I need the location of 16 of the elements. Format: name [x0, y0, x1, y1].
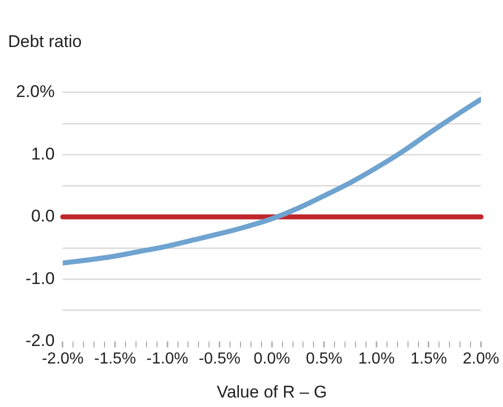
y-tick-label: -1.0: [25, 268, 55, 288]
x-tick-label: 1.5%: [410, 350, 447, 368]
x-axis-title: Value of R – G: [216, 382, 327, 402]
x-tick-label: -0.5%: [198, 350, 240, 368]
x-tick-label: -1.5%: [94, 350, 136, 368]
y-axis-title: Debt ratio: [8, 32, 82, 51]
y-tick-label: 2.0%: [16, 82, 55, 102]
x-tick-label: 0.5%: [306, 350, 342, 368]
x-tick-label: 2.0%: [462, 350, 500, 368]
y-tick-label: 0.0: [31, 206, 55, 226]
y-tick-label: -2.0: [25, 331, 55, 350]
x-tick-label: -2.0%: [42, 350, 84, 368]
x-tick-label: 0.0%: [254, 350, 290, 368]
x-tick-label: 1.0%: [358, 350, 395, 368]
x-tick-label: -1.0%: [146, 350, 188, 368]
y-tick-label: 1.0: [31, 144, 55, 164]
